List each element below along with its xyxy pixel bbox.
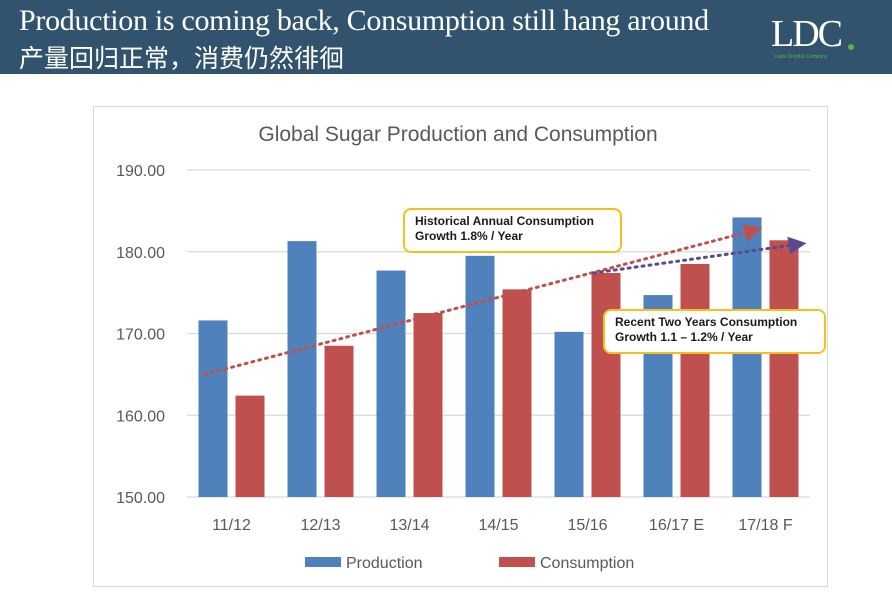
production-bar (287, 241, 317, 497)
y-tick-label: 190.00 (116, 163, 165, 180)
slide-title-chinese: 产量回归正常，消费仍然徘徊 (19, 44, 345, 73)
legend: Production Consumption (305, 555, 634, 572)
x-tick-label: 13/14 (389, 517, 429, 534)
production-legend-swatch (305, 557, 341, 567)
y-tick-label: 160.00 (116, 408, 165, 425)
consumption-bar (502, 289, 532, 497)
production-legend-label: Production (346, 555, 423, 572)
slide-title-english: Production is coming back, Consumption s… (19, 4, 709, 37)
logo-subtext: Louis Dreyfus Company (774, 54, 828, 60)
consumption-bar (591, 273, 621, 497)
y-tick-label: 180.00 (116, 245, 165, 262)
annotation-line-2: Growth 1.1 – 1.2% / Year (615, 330, 753, 344)
x-tick-label: 11/12 (212, 517, 251, 534)
consumption-bar (769, 240, 799, 497)
x-tick-label: 12/13 (300, 517, 340, 534)
annotation-line-1: Historical Annual Consumption (415, 214, 594, 228)
y-tick-label: 150.00 (116, 490, 165, 507)
production-bar (554, 331, 584, 497)
trendlines (203, 224, 807, 376)
logo-dot-icon (848, 44, 854, 50)
consumption-bar (235, 395, 265, 497)
y-tick-label: 170.00 (116, 327, 165, 344)
production-bar (732, 217, 762, 498)
consumption-bar (680, 264, 710, 497)
annotation-historical-growth: Historical Annual Consumption Growth 1.8… (403, 208, 622, 253)
production-bar (465, 255, 495, 497)
consumption-bar (324, 345, 354, 497)
logo-text: LDC (771, 13, 843, 55)
consumption-legend-swatch (499, 557, 535, 567)
bars (198, 217, 799, 498)
x-tick-label: 17/18 F (738, 517, 792, 534)
y-axis-ticks: 150.00 160.00 170.00 180.00 190.00 (116, 163, 165, 507)
recent-trend-line (592, 236, 807, 275)
production-bar (198, 320, 228, 497)
x-axis-ticks: 11/12 12/13 13/14 14/15 15/16 16/17 E 17/18 F (212, 517, 793, 534)
consumption-bar (413, 313, 443, 497)
production-bar (376, 270, 406, 497)
annotation-line-1: Recent Two Years Consumption (615, 315, 798, 329)
chart-title: Global Sugar Production and Consumption (258, 123, 657, 146)
x-tick-label: 15/16 (567, 517, 607, 534)
annotation-line-2: Growth 1.8% / Year (415, 229, 523, 243)
x-tick-label: 14/15 (478, 517, 518, 534)
slide-header: Production is coming back, Consumption s… (0, 0, 892, 74)
ldc-logo: LDC Louis Dreyfus Company (771, 14, 871, 64)
x-tick-label: 16/17 E (649, 517, 704, 534)
annotation-recent-growth: Recent Two Years Consumption Growth 1.1 … (603, 309, 826, 354)
consumption-legend-label: Consumption (540, 555, 634, 572)
